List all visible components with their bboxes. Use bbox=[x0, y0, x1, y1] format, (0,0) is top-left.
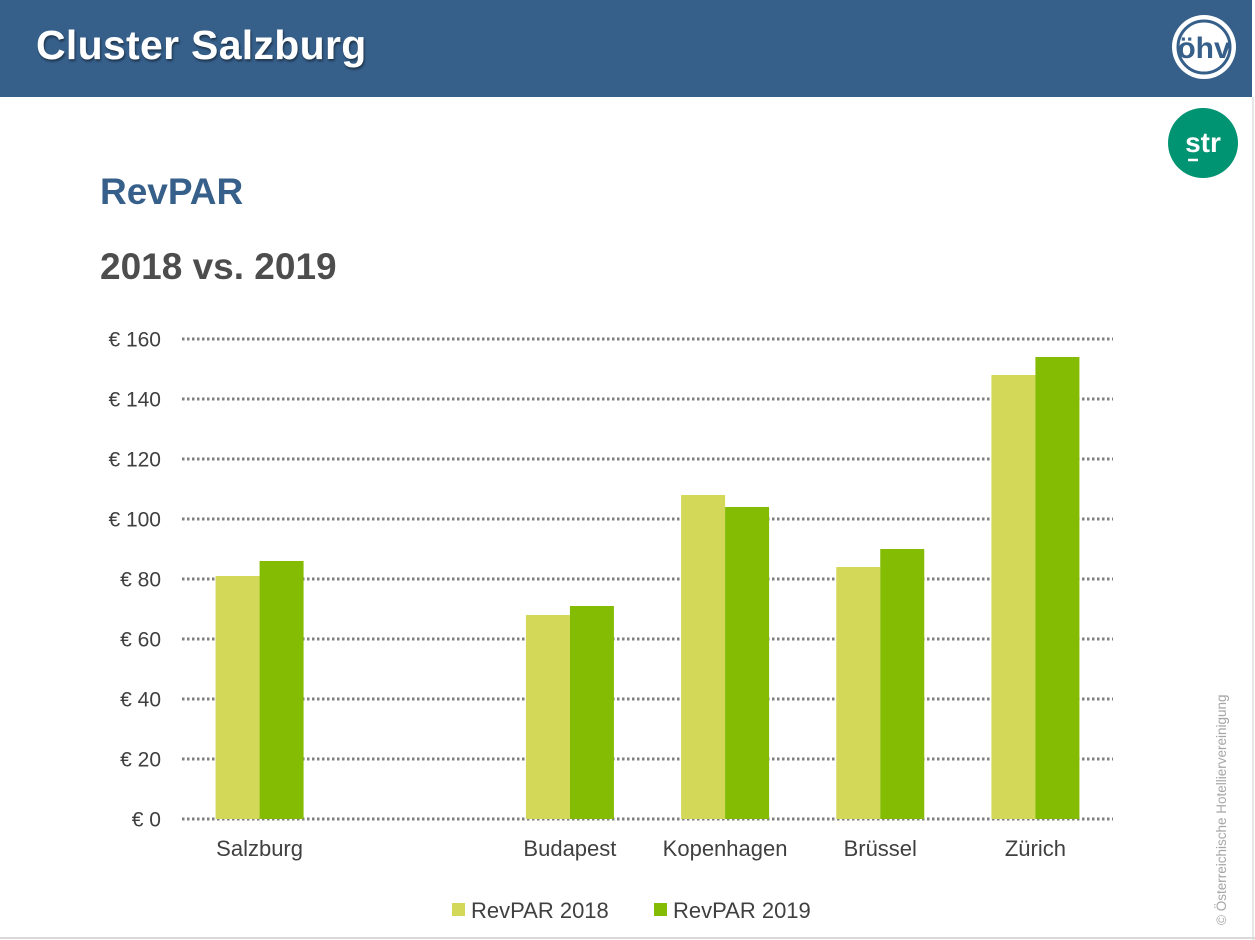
x-tick-label: Kopenhagen bbox=[663, 836, 788, 861]
bar-2019 bbox=[725, 507, 770, 819]
bar-2018 bbox=[681, 495, 726, 819]
slide-edge-bottom bbox=[0, 937, 1255, 939]
y-tick-label: € 40 bbox=[120, 689, 161, 712]
bar-2018 bbox=[525, 615, 570, 819]
str-logo-text: str bbox=[1185, 127, 1221, 158]
legend-label: RevPAR 2019 bbox=[673, 898, 811, 923]
chart-title: RevPAR bbox=[100, 171, 244, 212]
bar-2018 bbox=[991, 375, 1036, 819]
legend-swatch bbox=[654, 903, 667, 916]
slide-edge bbox=[1252, 97, 1254, 940]
bar-2019 bbox=[1035, 357, 1080, 819]
bar-2019 bbox=[880, 549, 925, 819]
page-title: Cluster Salzburg bbox=[36, 22, 367, 68]
bar-2018 bbox=[215, 576, 260, 819]
legend-label: RevPAR 2018 bbox=[471, 898, 609, 923]
str-logo-icon: str bbox=[1168, 108, 1238, 178]
y-tick-label: € 120 bbox=[108, 449, 161, 472]
x-tick-label: Budapest bbox=[523, 836, 616, 861]
y-tick-label: € 0 bbox=[132, 809, 161, 832]
y-tick-label: € 20 bbox=[120, 749, 161, 772]
chart-subtitle: 2018 vs. 2019 bbox=[100, 246, 337, 287]
x-tick-label: Brüssel bbox=[844, 836, 917, 861]
bar-2019 bbox=[569, 606, 614, 819]
copyright-text: © Österreichische Hotelliervereinigung bbox=[1214, 694, 1229, 925]
oehv-logo-icon: öhv bbox=[1172, 15, 1236, 79]
x-tick-label: Zürich bbox=[1005, 836, 1066, 861]
bar-2018 bbox=[836, 567, 881, 819]
bar-2019 bbox=[259, 561, 304, 819]
legend-swatch bbox=[452, 903, 465, 916]
x-tick-label: Salzburg bbox=[216, 836, 303, 861]
header-bar bbox=[0, 0, 1252, 97]
oehv-logo-text: öhv bbox=[1177, 32, 1231, 65]
y-tick-label: € 80 bbox=[120, 569, 161, 592]
y-tick-label: € 140 bbox=[108, 389, 161, 412]
y-tick-label: € 160 bbox=[108, 329, 161, 352]
y-tick-label: € 60 bbox=[120, 629, 161, 652]
y-tick-label: € 100 bbox=[108, 509, 161, 532]
